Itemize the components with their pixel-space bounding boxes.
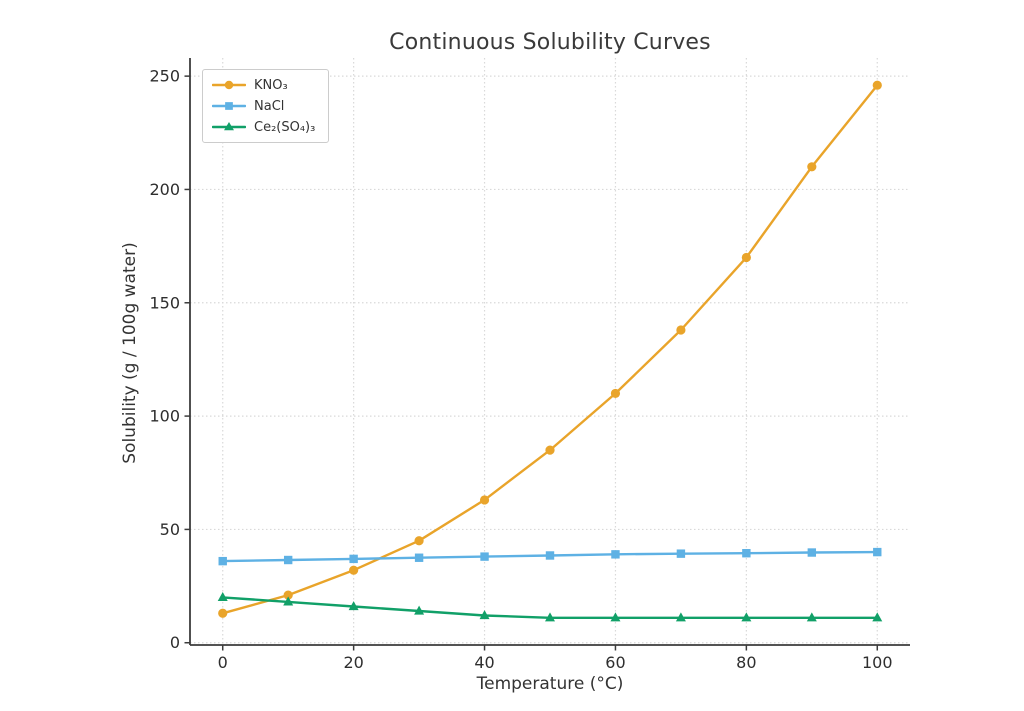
data-point-square	[225, 102, 233, 110]
data-point-circle	[224, 80, 234, 90]
data-point-square	[873, 547, 882, 557]
series-line	[221, 83, 879, 615]
x-tick-label: 20	[343, 653, 363, 672]
x-tick-label: 80	[736, 653, 756, 672]
data-point-square	[676, 549, 686, 558]
x-tick-label: 0	[218, 653, 228, 672]
legend: KNO₃ NaCl Ce₂(SO₄)₃	[202, 69, 330, 143]
data-point-square	[742, 549, 751, 558]
x-tick-label: 40	[474, 653, 494, 672]
y-tick-label: 150	[149, 293, 180, 312]
legend-item: Ce₂(SO₄)₃	[212, 119, 315, 135]
data-point-circle	[283, 590, 293, 600]
data-point-triangle	[675, 612, 686, 622]
x-axis-label: Temperature (°C)	[476, 674, 624, 694]
y-tick-label: 250	[149, 67, 180, 86]
data-point-circle	[218, 608, 228, 618]
y-tick-label: 0	[170, 633, 180, 652]
data-point-triangle	[610, 612, 621, 622]
chart-title: Continuous Solubility Curves	[389, 30, 711, 55]
data-point-circle	[479, 495, 490, 505]
data-point-circle	[676, 325, 686, 335]
y-tick-label: 50	[160, 520, 180, 539]
data-point-triangle	[283, 596, 294, 606]
series-1	[218, 547, 882, 566]
legend-label: Ce₂(SO₄)₃	[254, 119, 316, 135]
x-tick-label: 100	[862, 653, 893, 672]
data-point-triangle	[224, 122, 234, 131]
data-point-square	[545, 551, 555, 560]
legend-triangle-marker-icon	[212, 122, 246, 131]
data-point-square	[283, 555, 293, 565]
series-0	[218, 80, 882, 618]
data-point-triangle	[806, 612, 817, 622]
y-tick-label: 100	[149, 407, 180, 426]
data-point-square	[611, 550, 620, 559]
legend-square-marker-icon	[212, 102, 246, 110]
data-point-square	[807, 548, 817, 557]
y-tick-label: 200	[149, 180, 180, 199]
data-point-triangle	[348, 601, 359, 611]
data-point-circle	[872, 80, 882, 90]
data-point-triangle	[545, 612, 555, 622]
x-tick-label: 60	[605, 653, 625, 672]
y-axis-label: Solubility (g / 100g water)	[120, 242, 140, 464]
data-point-circle	[741, 252, 751, 263]
data-point-triangle	[217, 592, 228, 602]
data-point-triangle	[741, 612, 752, 622]
legend-label: KNO₃	[254, 77, 288, 93]
data-point-triangle	[872, 612, 883, 622]
data-point-triangle	[414, 605, 425, 615]
legend-circle-marker-icon	[212, 80, 246, 90]
data-point-circle	[349, 565, 359, 575]
data-point-circle	[414, 536, 424, 546]
data-point-square	[349, 554, 358, 564]
data-point-square	[480, 552, 489, 561]
series-2	[217, 592, 883, 622]
legend-item: NaCl	[212, 98, 315, 114]
legend-item: KNO₃	[212, 77, 315, 93]
data-point-triangle	[479, 610, 490, 620]
data-point-circle	[610, 388, 621, 399]
data-point-square	[414, 553, 424, 562]
data-point-square	[218, 556, 227, 566]
data-point-circle	[545, 445, 555, 455]
legend-label: NaCl	[254, 98, 285, 114]
data-point-circle	[807, 162, 817, 172]
